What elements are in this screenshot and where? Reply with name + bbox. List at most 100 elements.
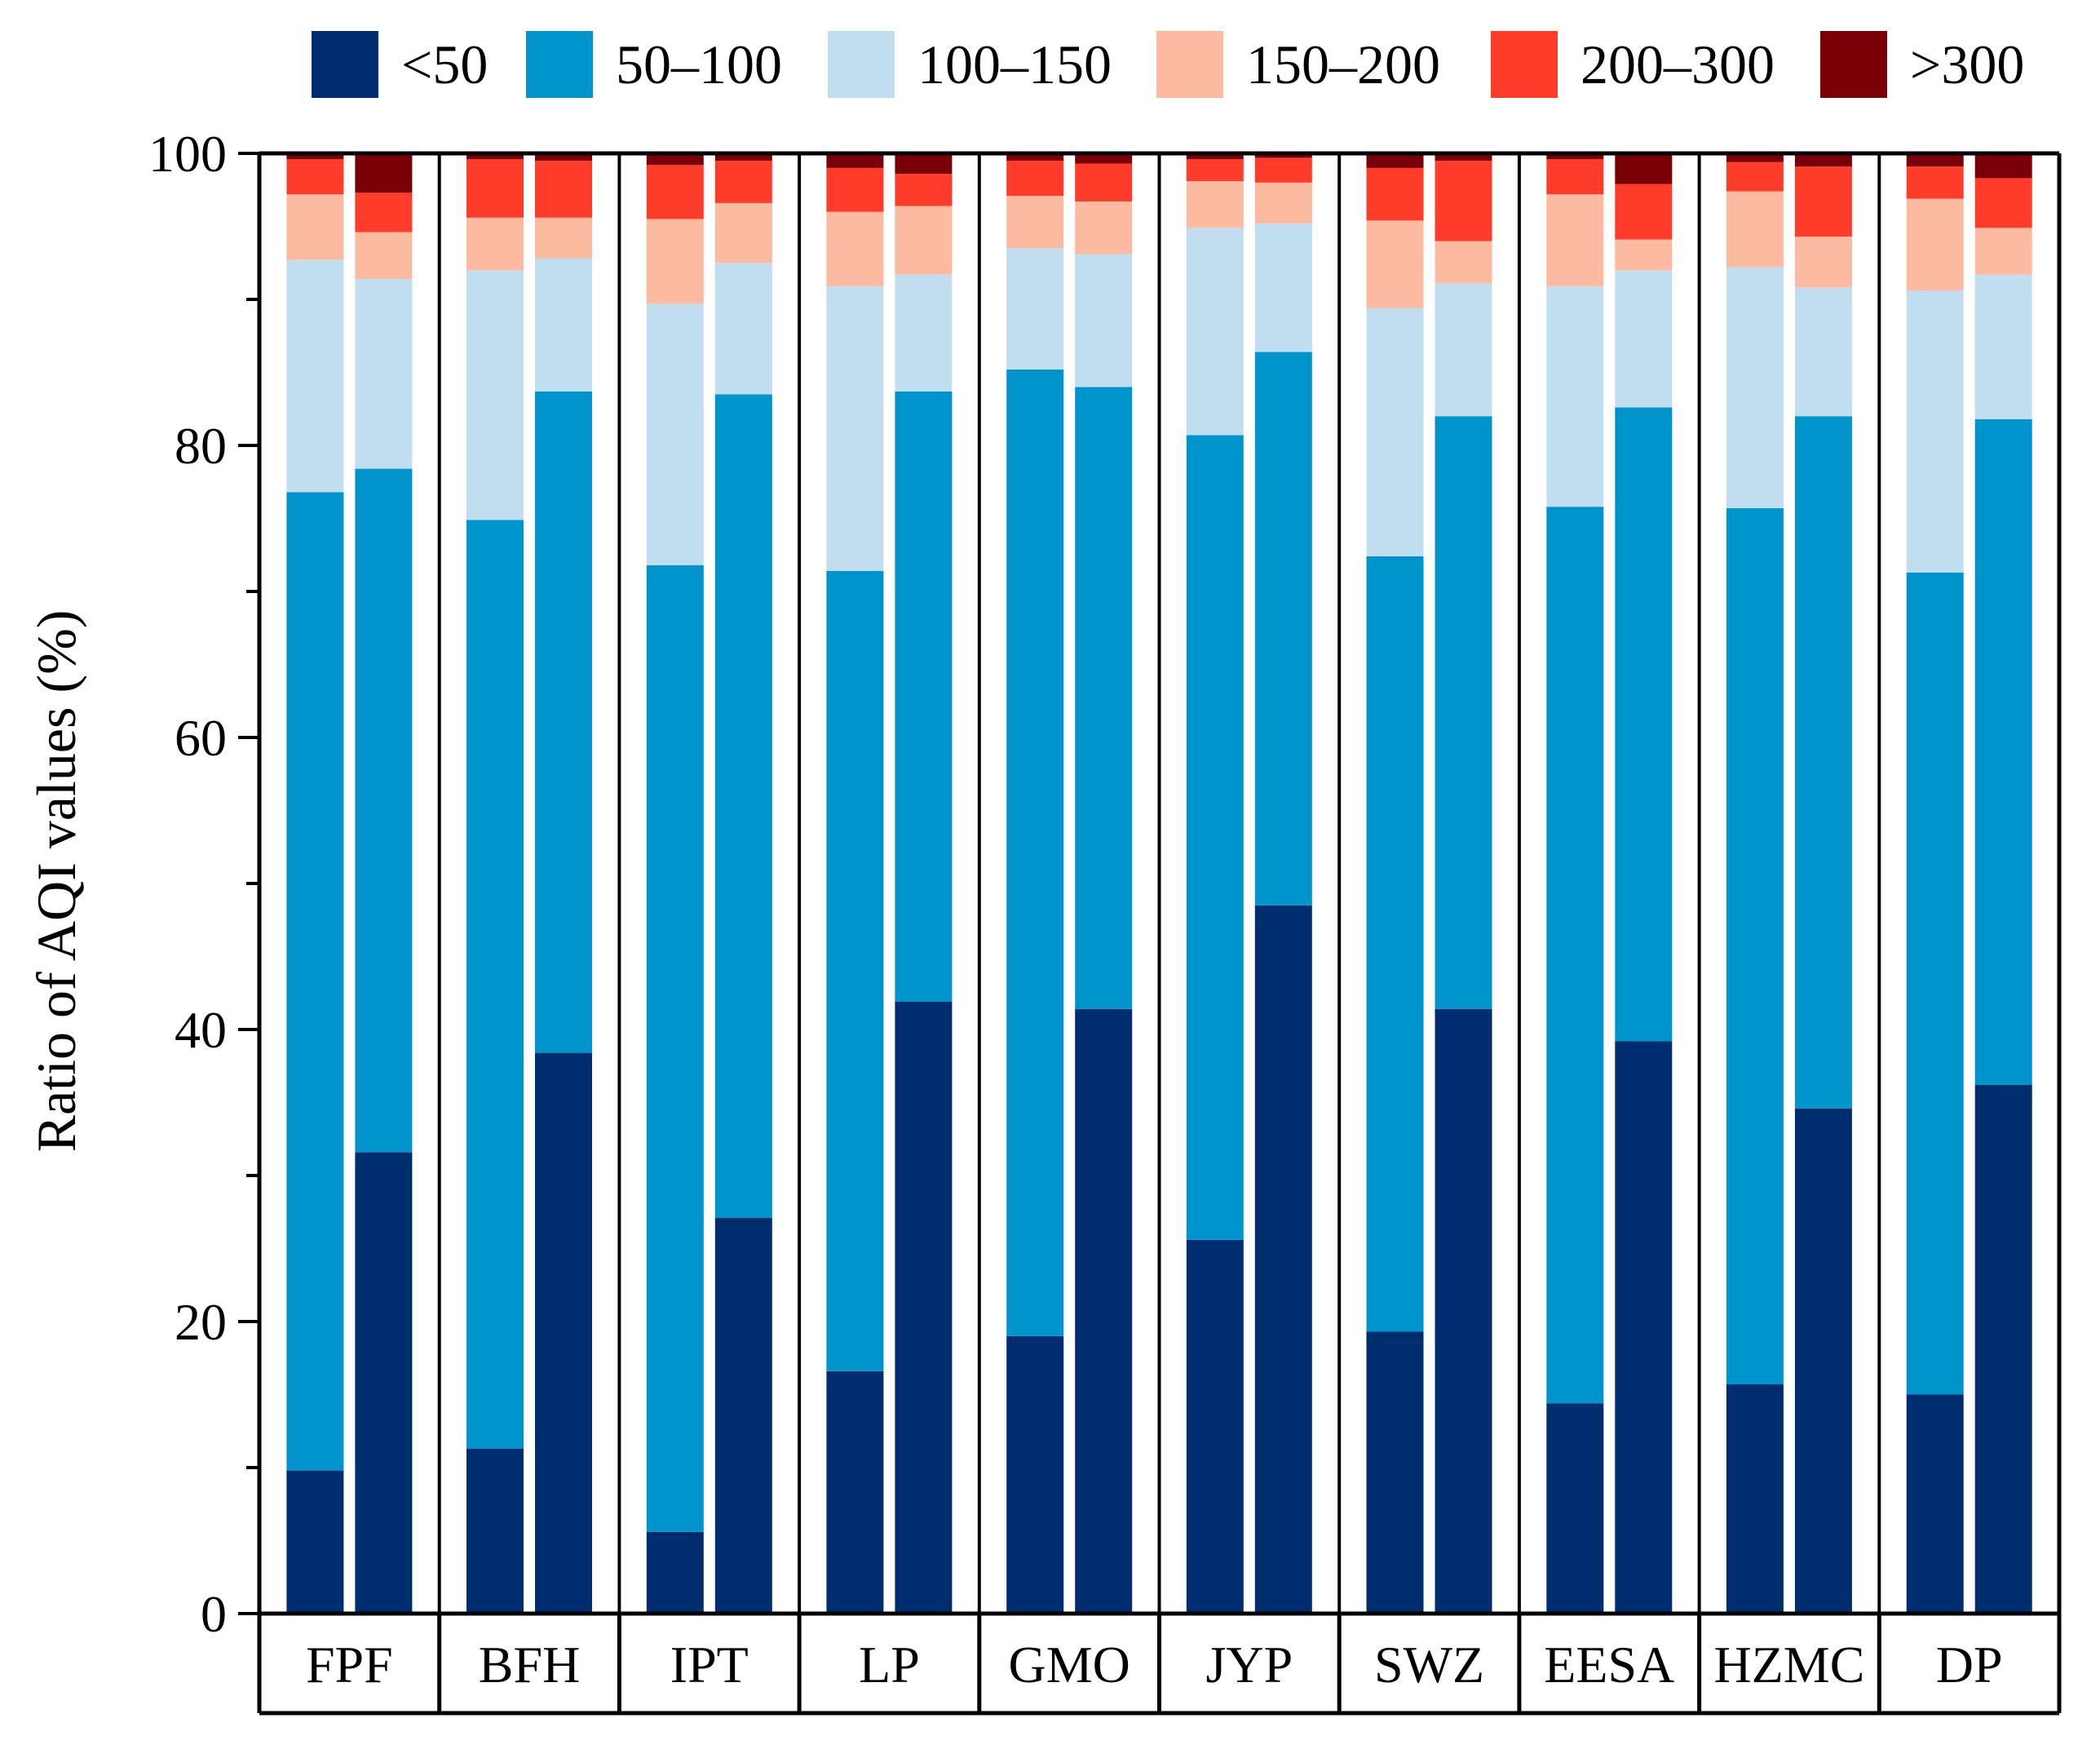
- bar-segment-gmo-2-s3: [1075, 201, 1133, 255]
- y-tick-label: 20: [175, 1293, 227, 1351]
- legend-swatch: [312, 31, 378, 98]
- bar-segment-ipt-2-s3: [714, 202, 772, 263]
- bar-segment-hzmc-1-s4: [1726, 162, 1784, 192]
- bar-segment-dp-1-s2: [1906, 290, 1964, 573]
- bar-segment-swz-1-s1: [1366, 556, 1424, 1332]
- bar-segment-swz-1-s0: [1366, 1331, 1424, 1614]
- legend-label: 50–100: [616, 33, 782, 95]
- bar-segment-hzmc-1-s2: [1726, 267, 1784, 508]
- bar-segment-ipt-1-s3: [646, 219, 704, 304]
- legend-swatch: [526, 31, 593, 98]
- bar-segment-fpf-1-s2: [286, 259, 344, 493]
- bar-segment-lp-1-s3: [826, 211, 884, 286]
- bar-segment-lp-1-s4: [826, 167, 884, 212]
- bar-segment-bfh-1-s0: [466, 1448, 524, 1614]
- bar-segment-dp-1-s4: [1906, 166, 1964, 199]
- bar-segment-eesa-1-s0: [1546, 1403, 1604, 1614]
- bar-segment-eesa-2-s2: [1615, 270, 1673, 408]
- bar-segment-bfh-2-s0: [535, 1052, 592, 1614]
- bar-segment-gmo-2-s1: [1075, 387, 1133, 1009]
- category-label-fpf: FPF: [306, 1636, 393, 1694]
- bar-segment-fpf-1-s1: [286, 492, 344, 1471]
- category-label-lp: LP: [859, 1636, 920, 1694]
- bar-segment-gmo-2-s2: [1075, 254, 1133, 387]
- bar-segment-swz-1-s4: [1366, 167, 1424, 221]
- legend-swatch: [1820, 31, 1887, 98]
- y-tick-label: 60: [175, 709, 227, 767]
- bar-segment-hzmc-2-s2: [1794, 287, 1852, 417]
- bar-segment-hzmc-1-s5: [1726, 153, 1784, 162]
- bar-segment-dp-2-s3: [1974, 228, 2032, 275]
- bar-segment-swz-2-s3: [1435, 241, 1492, 284]
- bar-segment-gmo-1-s3: [1006, 195, 1064, 249]
- bar-segment-lp-1-s2: [826, 286, 884, 571]
- bar-segment-ipt-1-s5: [646, 153, 704, 166]
- bar-segment-jyp-1-s5: [1186, 153, 1244, 160]
- bar-segment-eesa-2-s4: [1615, 184, 1673, 240]
- y-tick-label: 40: [175, 1001, 227, 1059]
- bar-segment-dp-1-s0: [1906, 1394, 1964, 1614]
- bar-segment-eesa-2-s0: [1615, 1041, 1673, 1614]
- legend-swatch: [1491, 31, 1558, 98]
- bar-segment-lp-1-s5: [826, 153, 884, 168]
- bar-segment-dp-1-s5: [1906, 153, 1964, 167]
- bar-segment-dp-2-s2: [1974, 274, 2032, 419]
- bar-segment-eesa-1-s3: [1546, 194, 1604, 286]
- bar-segment-swz-2-s0: [1435, 1008, 1492, 1614]
- y-tick-label: 100: [148, 125, 227, 183]
- bar-segment-eesa-1-s1: [1546, 507, 1604, 1404]
- bar-segment-hzmc-2-s3: [1794, 237, 1852, 288]
- bar-segment-gmo-2-s0: [1075, 1008, 1133, 1614]
- bar-segment-fpf-1-s4: [286, 159, 344, 195]
- bar-segment-jyp-2-s2: [1254, 223, 1312, 352]
- bar-segment-fpf-2-s2: [355, 278, 413, 469]
- legend-label: >300: [1910, 33, 2024, 95]
- bar-segment-eesa-2-s1: [1615, 407, 1673, 1042]
- bar-segment-jyp-1-s0: [1186, 1239, 1244, 1614]
- bar-segment-gmo-1-s5: [1006, 153, 1064, 161]
- bar-segment-bfh-1-s1: [466, 520, 524, 1449]
- axes-layer: 0 20 40 60 80 100 FPF BFH IPT LP GMO JYP SWZ EESA HZMC…: [148, 125, 2062, 1716]
- bar-segment-ipt-1-s2: [646, 303, 704, 565]
- legend: <50 50–100 100–150 150–200 200–300 >300: [312, 31, 2024, 98]
- bar-segment-bfh-2-s5: [535, 153, 592, 161]
- bar-segment-bfh-2-s4: [535, 161, 592, 218]
- category-label-ipt: IPT: [670, 1636, 749, 1694]
- bar-segment-ipt-2-s5: [714, 153, 772, 161]
- bar-segment-hzmc-1-s1: [1726, 508, 1784, 1384]
- legend-swatch: [1156, 31, 1223, 98]
- bar-segment-dp-1-s3: [1906, 198, 1964, 291]
- bar-segment-dp-2-s0: [1974, 1085, 2032, 1614]
- bar-segment-gmo-2-s5: [1075, 153, 1133, 164]
- bar-segment-bfh-2-s2: [535, 258, 592, 392]
- category-label-hzmc: HZMC: [1713, 1636, 1864, 1694]
- bar-segment-dp-2-s5: [1974, 153, 2032, 179]
- bar-segment-gmo-1-s2: [1006, 248, 1064, 370]
- legend-label: <50: [401, 33, 488, 95]
- category-label-dp: DP: [1936, 1636, 2003, 1694]
- bar-segment-hzmc-2-s0: [1794, 1108, 1852, 1614]
- bar-segment-fpf-2-s5: [355, 153, 413, 193]
- bar-segment-ipt-2-s2: [714, 263, 772, 395]
- bar-segment-hzmc-1-s0: [1726, 1384, 1784, 1614]
- bar-segment-swz-2-s5: [1435, 153, 1492, 161]
- bar-segment-ipt-1-s0: [646, 1531, 704, 1614]
- bar-segment-eesa-1-s5: [1546, 153, 1604, 160]
- bar-segment-eesa-1-s4: [1546, 159, 1604, 195]
- bar-segment-hzmc-2-s5: [1794, 153, 1852, 167]
- category-label-swz: SWZ: [1374, 1636, 1484, 1694]
- bars-layer: [286, 153, 2032, 1614]
- bar-segment-fpf-2-s4: [355, 193, 413, 232]
- bar-segment-swz-1-s5: [1366, 153, 1424, 168]
- bar-segment-lp-1-s1: [826, 570, 884, 1371]
- bar-segment-jyp-2-s1: [1254, 352, 1312, 905]
- bar-segment-fpf-1-s5: [286, 153, 344, 160]
- bar-segment-jyp-1-s4: [1186, 159, 1244, 181]
- bar-segment-lp-1-s0: [826, 1370, 884, 1614]
- bar-segment-hzmc-1-s3: [1726, 191, 1784, 268]
- bar-segment-fpf-2-s0: [355, 1152, 413, 1614]
- bar-segment-ipt-1-s4: [646, 165, 704, 219]
- bar-segment-bfh-1-s2: [466, 270, 524, 520]
- bar-segment-lp-2-s5: [895, 153, 953, 175]
